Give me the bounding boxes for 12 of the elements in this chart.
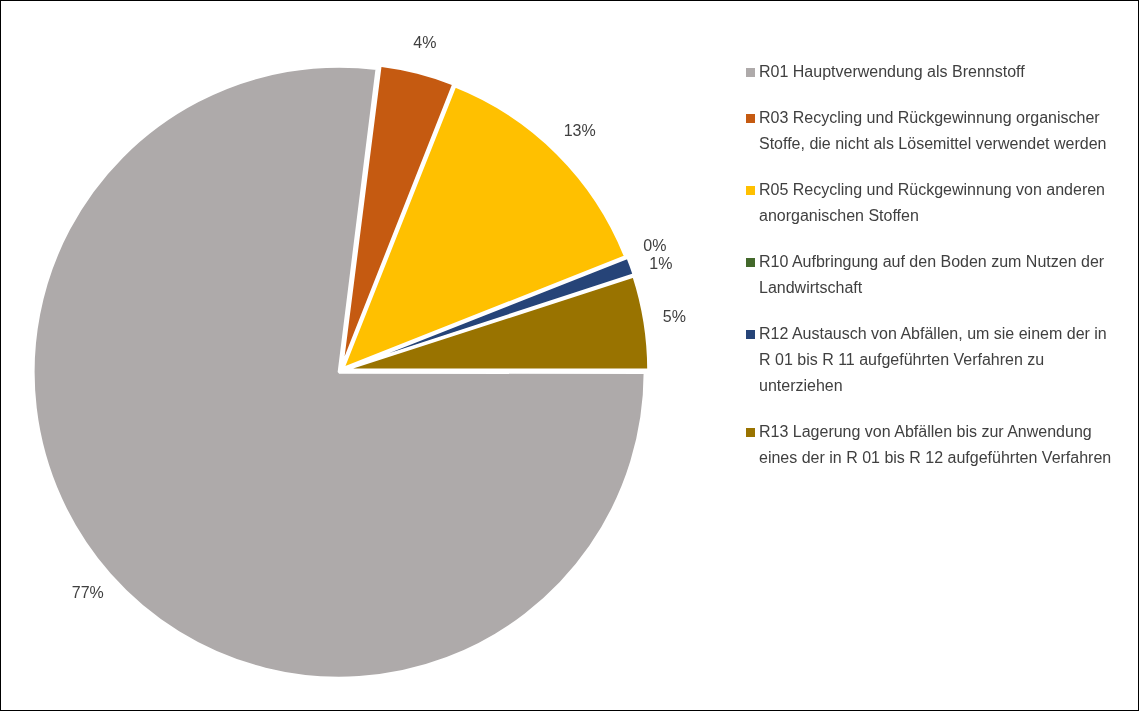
legend-label: R01 Hauptverwendung als Brennstoff bbox=[759, 62, 1025, 82]
data-label: 77% bbox=[71, 584, 104, 602]
legend-label: R10 Aufbringung auf den Boden zum Nutzen der Landwirtschaft bbox=[759, 252, 1106, 298]
data-label: 4% bbox=[413, 34, 437, 52]
data-label: 1% bbox=[649, 254, 673, 272]
data-label: 5% bbox=[662, 308, 686, 326]
legend-label: R03 Recycling und Rückgewinnung organischer Stoffe, die nicht als Lösemittel verwendet werden bbox=[759, 108, 1108, 154]
legend-label: R12 Austausch von Abfällen, um sie einem der in R 01 bis R 11 aufgeführten Verfahren zu unterziehen bbox=[759, 324, 1108, 396]
legend-label: R05 Recycling und Rückgewinnung von anderen anorganischen Stoffen bbox=[759, 180, 1106, 226]
text: 0% bbox=[643, 236, 667, 254]
data-label: 13% bbox=[563, 122, 596, 140]
legend-label: R13 Lagerung von Abfällen bis zur Anwendung eines der in R 01 bis R 12 aufgeführten Verfahren bbox=[759, 422, 1113, 468]
